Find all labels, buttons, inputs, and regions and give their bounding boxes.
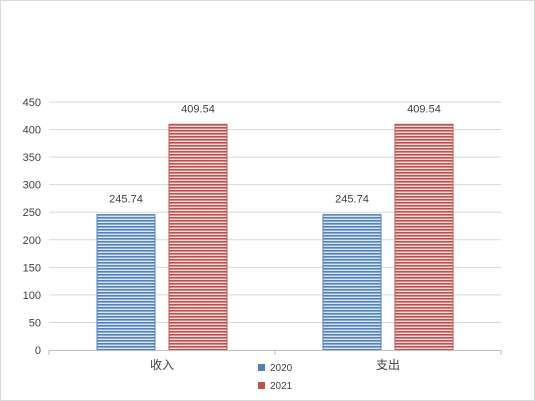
x-tick-label: 支出 bbox=[376, 358, 400, 372]
legend-label: 2020 bbox=[270, 363, 293, 374]
legend-swatch-2020 bbox=[258, 364, 265, 371]
y-tick-label: 50 bbox=[29, 317, 41, 329]
x-axis: 收入 支出 bbox=[48, 350, 502, 372]
y-tick-label: 100 bbox=[23, 290, 41, 302]
legend: 2020 2021 bbox=[258, 363, 293, 392]
y-tick-label: 450 bbox=[23, 97, 41, 109]
bar-2021-0 bbox=[168, 123, 228, 351]
y-tick-label: 400 bbox=[23, 125, 41, 137]
x-tick-label: 收入 bbox=[150, 358, 174, 372]
data-label: 409.54 bbox=[181, 103, 215, 115]
y-tick-label: 150 bbox=[23, 262, 41, 274]
data-label: 409.54 bbox=[407, 103, 441, 115]
legend-label: 2021 bbox=[270, 381, 293, 392]
data-label: 245.74 bbox=[109, 194, 143, 206]
data-labels: 245.74 409.54 245.74 409.54 bbox=[109, 103, 441, 205]
y-tick-label: 0 bbox=[35, 345, 41, 357]
y-tick-label: 350 bbox=[23, 152, 41, 164]
bar-2020-1 bbox=[322, 214, 382, 351]
bar-2021-1 bbox=[394, 123, 454, 351]
legend-swatch-2021 bbox=[258, 382, 265, 389]
bar-2020-0 bbox=[96, 214, 156, 351]
y-tick-label: 300 bbox=[23, 180, 41, 192]
bars bbox=[96, 123, 454, 351]
y-axis: 0 50 100 150 200 250 300 350 400 450 bbox=[23, 97, 41, 357]
y-tick-label: 200 bbox=[23, 235, 41, 247]
data-label: 245.74 bbox=[335, 194, 369, 206]
y-tick-label: 250 bbox=[23, 207, 41, 219]
